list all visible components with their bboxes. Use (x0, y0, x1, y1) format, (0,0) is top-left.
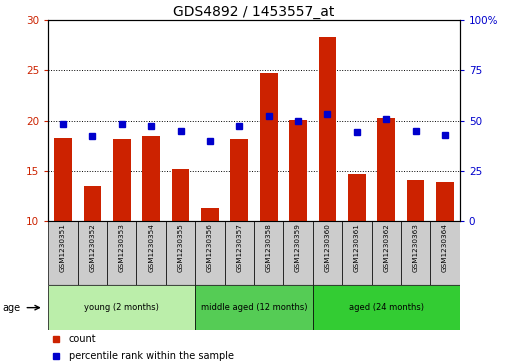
Text: GSM1230355: GSM1230355 (177, 223, 183, 272)
Bar (83, 186, 101, 221)
Bar (377, 118, 395, 221)
Text: GSM1230364: GSM1230364 (442, 223, 448, 272)
Bar (430, 221, 460, 285)
Bar (401, 221, 430, 285)
Bar (48, 221, 78, 285)
Bar (260, 73, 277, 221)
Bar (231, 139, 248, 221)
Text: GSM1230359: GSM1230359 (295, 223, 301, 272)
Text: GSM1230356: GSM1230356 (207, 223, 213, 272)
Bar (54, 138, 72, 221)
Text: GSM1230354: GSM1230354 (148, 223, 154, 272)
Bar (107, 221, 137, 285)
Text: GSM1230352: GSM1230352 (89, 223, 96, 272)
Bar (113, 139, 131, 221)
Bar (195, 221, 225, 285)
Bar (348, 174, 366, 221)
Text: GSM1230362: GSM1230362 (383, 223, 389, 272)
Bar (78, 221, 107, 285)
Bar (201, 208, 219, 221)
Bar (195, 285, 313, 330)
Text: GSM1230363: GSM1230363 (412, 223, 419, 272)
Text: young (2 months): young (2 months) (84, 303, 159, 312)
Bar (283, 221, 313, 285)
Text: GSM1230358: GSM1230358 (266, 223, 272, 272)
Title: GDS4892 / 1453557_at: GDS4892 / 1453557_at (173, 5, 335, 19)
Bar (225, 221, 254, 285)
Text: GSM1230360: GSM1230360 (325, 223, 331, 272)
Text: aged (24 months): aged (24 months) (349, 303, 424, 312)
Text: GSM1230351: GSM1230351 (60, 223, 66, 272)
Text: age: age (3, 303, 21, 313)
Bar (319, 37, 336, 221)
Bar (172, 169, 189, 221)
Text: GSM1230353: GSM1230353 (119, 223, 125, 272)
Bar (436, 182, 454, 221)
Bar (166, 221, 195, 285)
Bar (313, 221, 342, 285)
Bar (407, 180, 425, 221)
Text: middle aged (12 months): middle aged (12 months) (201, 303, 307, 312)
Bar (313, 285, 460, 330)
Bar (254, 221, 283, 285)
Bar (142, 136, 160, 221)
Bar (48, 285, 195, 330)
Bar (342, 221, 371, 285)
Text: count: count (69, 334, 97, 344)
Bar (371, 221, 401, 285)
Bar (137, 221, 166, 285)
Text: GSM1230361: GSM1230361 (354, 223, 360, 272)
Text: GSM1230357: GSM1230357 (236, 223, 242, 272)
Text: percentile rank within the sample: percentile rank within the sample (69, 351, 234, 361)
Bar (289, 120, 307, 221)
